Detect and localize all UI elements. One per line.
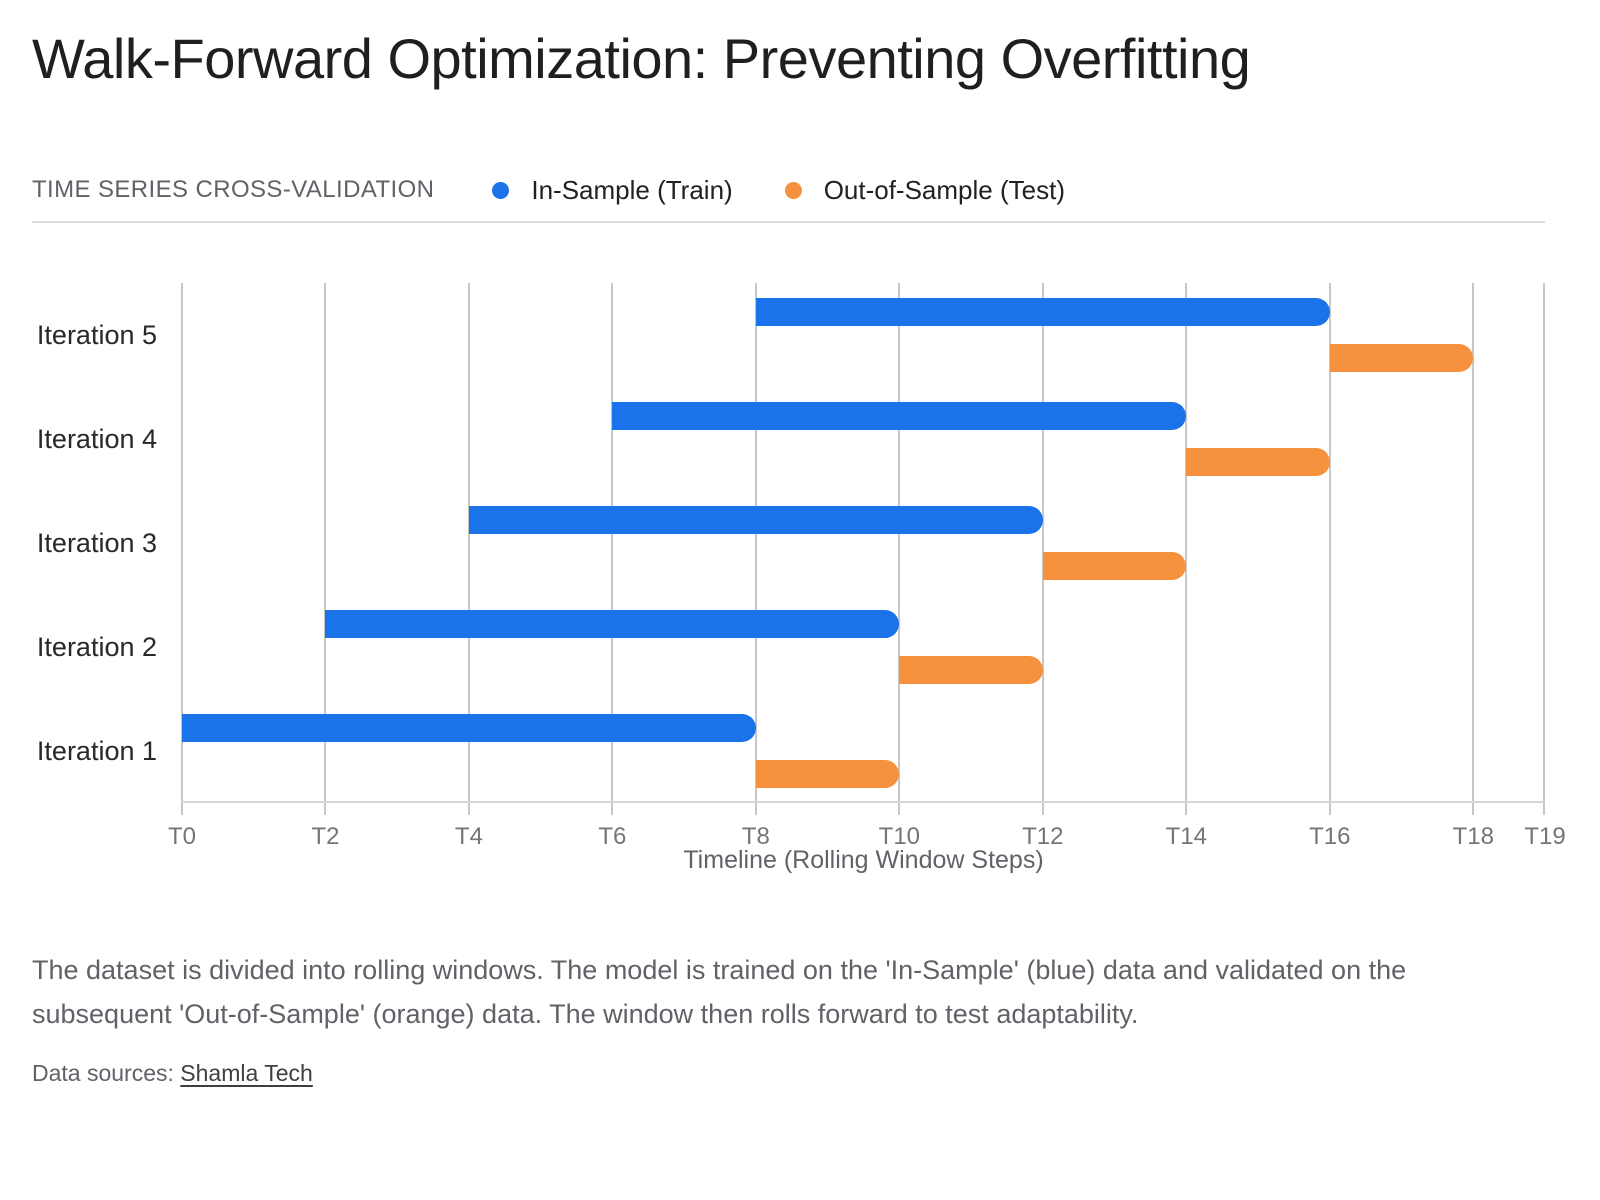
x-tick-T18: T18 bbox=[1452, 823, 1494, 850]
bar-train-iteration-1 bbox=[182, 714, 756, 742]
bar-train-iteration-4 bbox=[612, 402, 1187, 430]
caption: The dataset is divided into rolling wind… bbox=[32, 955, 1407, 1029]
gridline-T10 bbox=[898, 283, 901, 815]
bar-test-iteration-1 bbox=[755, 760, 900, 788]
legend-label-train: In-Sample (Train) bbox=[531, 174, 733, 205]
data-sources: Data sources: Shamla Tech bbox=[32, 1060, 313, 1087]
legend-label-test: Out-of-Sample (Test) bbox=[823, 174, 1065, 205]
x-tick-T2: T2 bbox=[311, 823, 340, 850]
y-label-iteration-4: Iteration 4 bbox=[36, 424, 157, 454]
x-tick-T16: T16 bbox=[1309, 823, 1351, 850]
page-title: Walk-Forward Optimization: Preventing Ov… bbox=[32, 27, 1251, 90]
gridline-T6 bbox=[611, 283, 614, 815]
bar-train-iteration-3 bbox=[468, 506, 1043, 534]
bar-test-iteration-3 bbox=[1042, 552, 1187, 580]
gridline-T14 bbox=[1185, 283, 1188, 815]
train-swatch-icon bbox=[492, 181, 510, 199]
gridline-T16 bbox=[1328, 283, 1331, 815]
gridline-T18 bbox=[1472, 283, 1475, 815]
legend-item-test: Out-of-Sample (Test) bbox=[784, 174, 1065, 206]
x-axis-baseline bbox=[182, 801, 1545, 803]
y-label-iteration-5: Iteration 5 bbox=[36, 320, 157, 350]
x-tick-T0: T0 bbox=[167, 823, 196, 850]
bar-test-iteration-2 bbox=[899, 656, 1043, 684]
gridline-T19 bbox=[1543, 283, 1545, 815]
x-tick-T4: T4 bbox=[454, 823, 483, 850]
y-label-iteration-1: Iteration 1 bbox=[36, 736, 157, 766]
gridline-T8 bbox=[754, 283, 757, 815]
gantt-chart: Iteration 1 Iteration 2 Iteration 3 Iterati… bbox=[37, 283, 1566, 850]
gridline-T12 bbox=[1041, 283, 1044, 815]
data-sources-label: Data sources: bbox=[32, 1060, 181, 1086]
bar-test-iteration-5 bbox=[1329, 344, 1474, 372]
gridline-T0 bbox=[181, 283, 183, 815]
legend: TIME SERIES CROSS-VALIDATION In-Sample (… bbox=[32, 170, 1117, 210]
gridline-T4 bbox=[467, 283, 470, 815]
x-tick-T14: T14 bbox=[1165, 823, 1207, 850]
test-swatch-icon bbox=[784, 181, 802, 199]
source-link[interactable]: Shamla Tech bbox=[180, 1060, 313, 1086]
x-tick-T19: T19 bbox=[1524, 823, 1566, 850]
y-label-iteration-2: Iteration 2 bbox=[36, 632, 157, 662]
bar-train-iteration-5 bbox=[755, 298, 1330, 326]
bar-train-iteration-2 bbox=[325, 610, 900, 638]
y-label-iteration-3: Iteration 3 bbox=[36, 528, 157, 558]
x-axis-title: Timeline (Rolling Window Steps) bbox=[683, 846, 1044, 874]
bar-test-iteration-4 bbox=[1186, 448, 1330, 476]
header-divider bbox=[32, 221, 1545, 223]
legend-item-train: In-Sample (Train) bbox=[492, 174, 733, 206]
x-tick-T12: T12 bbox=[1022, 823, 1064, 850]
x-tick-T10: T10 bbox=[878, 823, 921, 850]
gridline-T2 bbox=[324, 283, 327, 815]
x-tick-T6: T6 bbox=[598, 823, 627, 850]
x-tick-T8: T8 bbox=[741, 823, 770, 850]
chart-kicker: TIME SERIES CROSS-VALIDATION bbox=[32, 176, 435, 203]
